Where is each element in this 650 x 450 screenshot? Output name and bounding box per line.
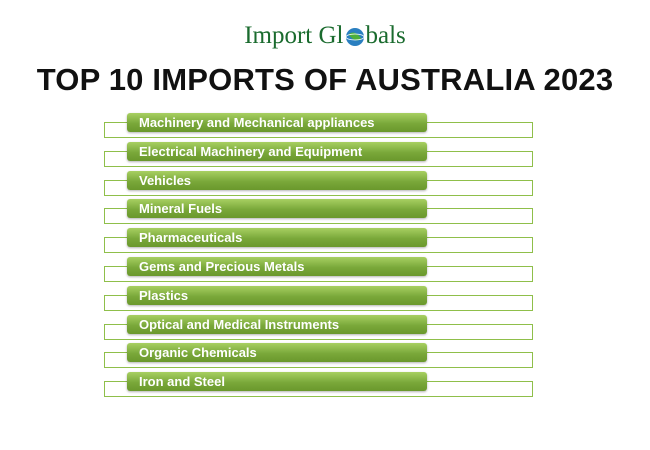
item-label: Electrical Machinery and Equipment <box>127 141 427 161</box>
item-label: Machinery and Mechanical appliances <box>127 113 427 132</box>
item-label: Vehicles <box>127 170 427 190</box>
item-label: Pharmaceuticals <box>127 228 427 248</box>
globe-icon <box>345 28 364 46</box>
item-label: Plastics <box>127 285 427 305</box>
item-label: Organic Chemicals <box>127 343 427 363</box>
item-label: Mineral Fuels <box>127 199 427 219</box>
item-label: Gems and Precious Metals <box>127 257 427 276</box>
logo-text: Import Gl <box>244 22 344 49</box>
item-label: Optical and Medical Instruments <box>127 314 427 334</box>
title: TOP 10 IMPORTS OF AUSTRALIA 2023 <box>36 62 614 97</box>
item-label: Iron and Steel <box>127 372 427 392</box>
logo: Import Gl bals <box>0 22 650 50</box>
logo-text: bals <box>365 22 406 49</box>
